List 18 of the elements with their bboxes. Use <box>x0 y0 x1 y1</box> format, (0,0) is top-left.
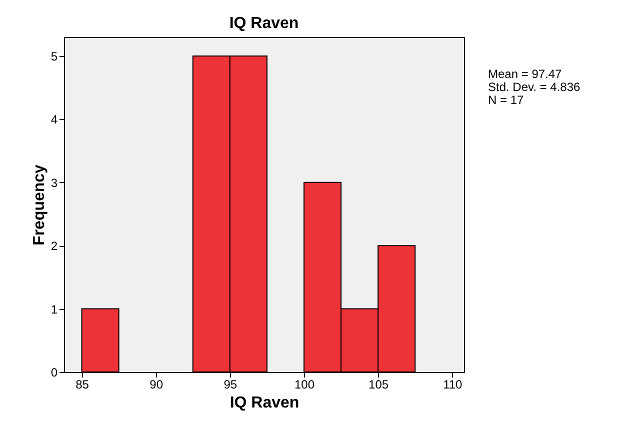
text: Std. Dev. = 4.836 <box>488 80 580 94</box>
text: Mean = 97.47 <box>488 67 563 81</box>
y-tick-label: 5 <box>50 49 58 64</box>
x-tick-label: 105 <box>368 378 389 392</box>
y-tick-label: 1 <box>50 302 58 316</box>
x-tick-label: 110 <box>443 378 463 392</box>
y-tick-label: 3 <box>50 176 58 190</box>
x-tick-label: 85 <box>76 378 90 392</box>
y-axis-title: Frequency <box>30 164 48 246</box>
x-tick-label: 100 <box>294 378 315 392</box>
y-tick-label: 4 <box>50 112 58 127</box>
text: N = 17 <box>488 93 525 107</box>
x-axis-title: IQ Raven <box>230 394 300 412</box>
x-tick-label: 95 <box>224 378 238 392</box>
x-tick-label: 90 <box>150 378 164 392</box>
y-tick-label: 2 <box>50 239 58 254</box>
chart-title: IQ Raven <box>229 15 299 32</box>
y-tick-label: 0 <box>50 366 58 380</box>
